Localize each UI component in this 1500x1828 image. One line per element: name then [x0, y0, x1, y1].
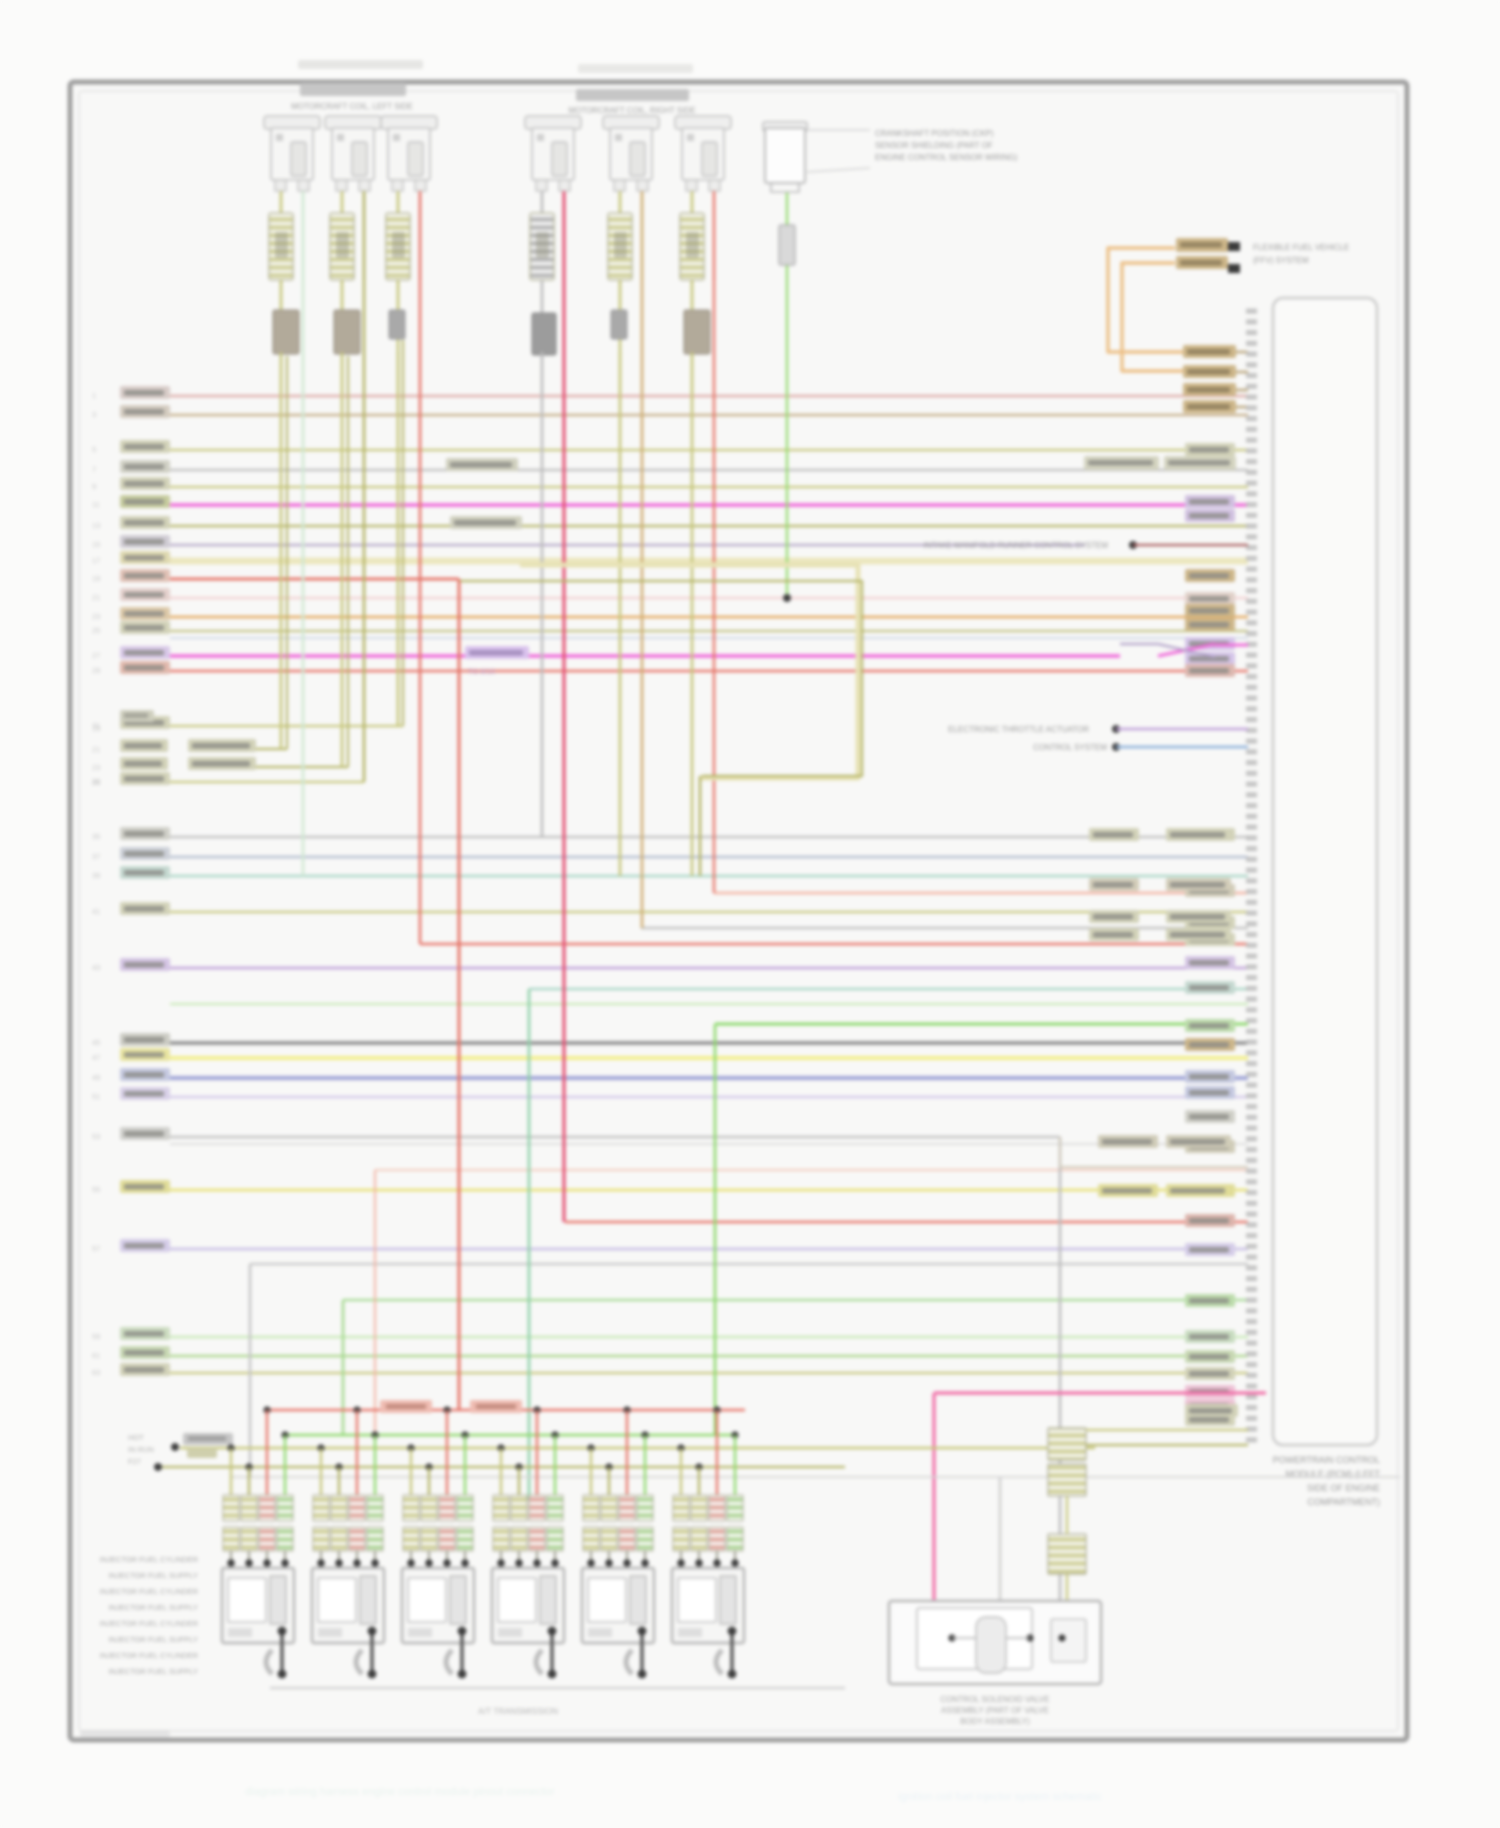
svg-text:INJECTOR FUEL CYLINDER: INJECTOR FUEL CYLINDER: [100, 1555, 199, 1564]
svg-text:INJECTOR FUEL SUPPLY: INJECTOR FUEL SUPPLY: [109, 1667, 198, 1676]
svg-text:39: 39: [92, 871, 100, 880]
svg-text:diagram wiring harness engine: diagram wiring harness engine control mo…: [245, 1786, 555, 1798]
svg-text:35: 35: [92, 832, 100, 841]
svg-text:11: 11: [92, 500, 100, 509]
svg-text:COMPARTMENT): COMPARTMENT): [1307, 1497, 1380, 1507]
svg-text:MODULE (PCM) (LEFT: MODULE (PCM) (LEFT: [1286, 1469, 1381, 1479]
svg-text:FLEXIBLE FUEL VEHICLE: FLEXIBLE FUEL VEHICLE: [1253, 243, 1349, 252]
svg-text:MOTORCRAFT COIL, RIGHT SIDE: MOTORCRAFT COIL, RIGHT SIDE: [568, 106, 695, 115]
svg-text:CRANKSHAFT POSITION (CKP): CRANKSHAFT POSITION (CKP): [875, 129, 994, 138]
svg-text:INJECTOR FUEL CYLINDER: INJECTOR FUEL CYLINDER: [100, 1587, 199, 1596]
svg-text:CONTROL SYSTEM: CONTROL SYSTEM: [1033, 743, 1107, 752]
svg-text:29: 29: [92, 666, 100, 675]
svg-text:INJECTOR FUEL CYLINDER: INJECTOR FUEL CYLINDER: [100, 1619, 199, 1628]
svg-text:7: 7: [92, 465, 96, 474]
svg-text:31: 31: [92, 721, 100, 730]
svg-text:27: 27: [92, 651, 100, 660]
svg-text:POWERTRAIN CONTROL: POWERTRAIN CONTROL: [1273, 1455, 1380, 1465]
svg-text:3: 3: [92, 410, 96, 419]
svg-text:57: 57: [92, 1244, 100, 1253]
svg-text:41: 41: [92, 907, 100, 916]
svg-text:ASSEMBLY (PART OF VALVE: ASSEMBLY (PART OF VALVE: [941, 1706, 1049, 1715]
svg-text:IN RUN: IN RUN: [128, 1445, 154, 1454]
svg-text:(FFV) SYSTEM: (FFV) SYSTEM: [1253, 256, 1309, 265]
svg-text:43: 43: [92, 963, 100, 972]
svg-text:15: 15: [92, 540, 100, 549]
svg-text:25: 25: [92, 626, 100, 635]
svg-text:17: 17: [92, 556, 100, 565]
svg-text:23: 23: [92, 763, 100, 772]
svg-text:INTAKE MANIFOLD RUNNER CONTROL: INTAKE MANIFOLD RUNNER CONTROL SYSTEM: [924, 541, 1109, 550]
svg-text:ignition coil fuel injector sy: ignition coil fuel injector system schem…: [898, 1791, 1103, 1803]
svg-text:33: 33: [92, 777, 100, 786]
svg-text:INJECTOR FUEL SUPPLY: INJECTOR FUEL SUPPLY: [109, 1635, 198, 1644]
svg-text:SIDE OF ENGINE: SIDE OF ENGINE: [1307, 1483, 1380, 1493]
svg-text:13: 13: [92, 521, 100, 530]
svg-text:19: 19: [92, 724, 100, 733]
svg-text:INJECTOR FUEL CYLINDER: INJECTOR FUEL CYLINDER: [100, 1651, 199, 1660]
svg-text:25: 25: [92, 778, 100, 787]
svg-text:37: 37: [92, 852, 100, 861]
svg-text:19: 19: [92, 574, 100, 583]
svg-text:MOTORCRAFT COIL, LEFT SIDE: MOTORCRAFT COIL, LEFT SIDE: [291, 102, 413, 111]
svg-text:ENGINE CONTROL SENSOR WIRING): ENGINE CONTROL SENSOR WIRING): [875, 153, 1018, 162]
svg-text:SENSOR SHIELDING (PART OF: SENSOR SHIELDING (PART OF: [875, 141, 993, 150]
svg-text:47: 47: [92, 1053, 100, 1062]
svg-text:49: 49: [92, 1073, 100, 1082]
svg-text:1: 1: [92, 391, 96, 400]
svg-text:HOT: HOT: [128, 1433, 144, 1442]
svg-text:CONTROL SOLENOID VALVE: CONTROL SOLENOID VALVE: [940, 1695, 1049, 1704]
svg-text:INJECTOR FUEL SUPPLY: INJECTOR FUEL SUPPLY: [109, 1603, 198, 1612]
svg-text:51: 51: [92, 1092, 100, 1101]
svg-text:55: 55: [92, 1185, 100, 1194]
svg-text:9: 9: [92, 482, 96, 491]
svg-text:5: 5: [92, 445, 96, 454]
svg-text:A/T TRANSMISSION: A/T TRANSMISSION: [478, 1706, 558, 1716]
svg-text:23: 23: [92, 612, 100, 621]
svg-text:21: 21: [92, 745, 100, 754]
svg-text:ELECTRONIC THROTTLE ACTUATOR: ELECTRONIC THROTTLE ACTUATOR: [948, 725, 1089, 734]
svg-text:F27: F27: [128, 1457, 141, 1466]
svg-text:45: 45: [92, 1038, 100, 1047]
svg-text:61: 61: [92, 1351, 100, 1360]
svg-text:INJECTOR FUEL SUPPLY: INJECTOR FUEL SUPPLY: [109, 1571, 198, 1580]
svg-text:TO 8/10: TO 8/10: [468, 667, 495, 676]
svg-text:BODY ASSEMBLY): BODY ASSEMBLY): [960, 1717, 1030, 1726]
svg-text:53: 53: [92, 1132, 100, 1141]
svg-text:21: 21: [92, 593, 100, 602]
svg-text:59: 59: [92, 1332, 100, 1341]
svg-text:63: 63: [92, 1368, 100, 1377]
